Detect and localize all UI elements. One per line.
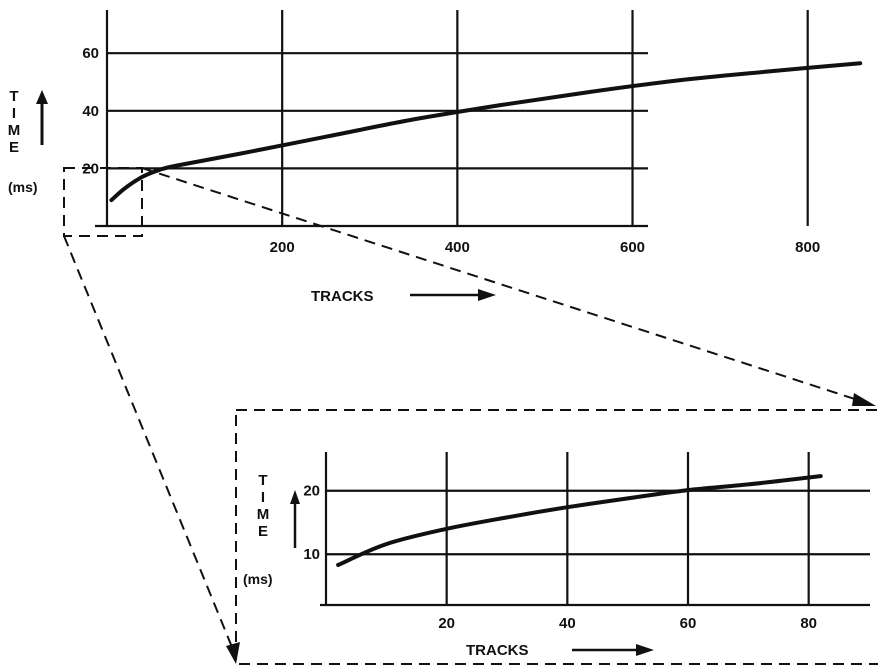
main-y-axis-label-letter: T [9,88,18,105]
inset-y-tick-labels: 10 20 [303,483,320,563]
main-x-tick-label: 600 [620,239,645,256]
zoom-connector-left [63,235,235,653]
main-x-tick-label: 200 [270,239,295,256]
inset-x-tick-label: 40 [559,615,576,632]
main-x-tick-labels: 200 400 600 800 [270,239,821,256]
inset-y-tick-label: 10 [303,546,320,563]
main-y-arrow-icon [36,90,48,104]
inset-y-axis-unit: (ms) [243,571,273,587]
main-y-axis-label-letter: M [8,122,21,139]
inset-x-tick-label: 20 [438,615,455,632]
zoom-target-frame [235,409,878,665]
main-x-tick-label: 800 [795,239,820,256]
inset-x-tick-label: 60 [680,615,697,632]
zoom-source-box [63,167,143,237]
inset-x-tick-label: 80 [800,615,817,632]
main-y-tick-label: 60 [82,45,99,62]
inset-y-axis-label-letter: M [257,506,270,523]
main-grid [95,10,809,228]
zoom-callout [63,167,878,665]
inset-y-axis-label-letter: E [258,523,268,540]
zoom-connector-right [141,167,865,403]
main-series-line [109,61,863,203]
main-y-axis-unit: (ms) [8,179,38,195]
main-x-tick-label: 400 [445,239,470,256]
inset-x-arrow-icon [636,644,654,656]
main-x-axis-label: TRACKS [311,288,374,305]
zoom-connector-left-arrow-icon [226,642,240,664]
inset-y-axis-label-letter: T [258,472,267,489]
main-y-axis-label-letter: E [9,139,19,156]
inset-x-axis-label: TRACKS [466,642,529,659]
zoom-connector-right-arrow-icon [852,393,876,406]
inset-series-line [336,474,823,567]
inset-x-tick-labels: 20 40 60 80 [438,615,817,632]
inset-y-axis-label-letter: I [261,489,265,506]
main-y-axis-label-letter: I [12,105,16,122]
main-y-tick-label: 40 [82,103,99,120]
inset-grid [320,452,870,607]
inset-y-tick-label: 20 [303,483,320,500]
main-x-arrow-icon [478,289,496,301]
inset-y-arrow-icon [290,490,300,504]
